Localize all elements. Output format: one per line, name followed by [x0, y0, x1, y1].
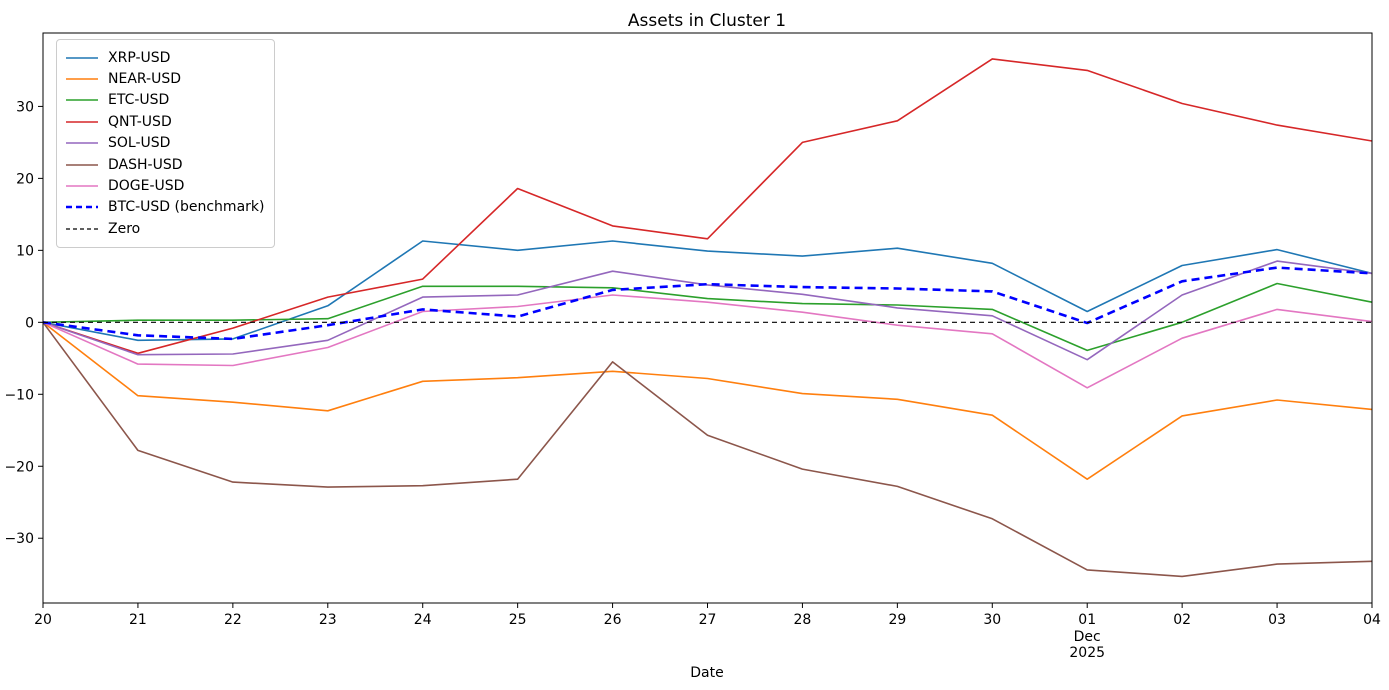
- legend-item: SOL-USD: [66, 133, 264, 154]
- x-sub-label-year: 2025: [1069, 645, 1105, 661]
- series-line-NEAR-USD: [42, 321, 1373, 481]
- legend-line-sample: [66, 56, 98, 59]
- legend-line-sample: [66, 228, 98, 230]
- x-axis-label: Date: [690, 665, 723, 681]
- y-tick-label: 10: [16, 243, 34, 259]
- series-line-ETC-USD: [42, 282, 1373, 352]
- y-tick-label: 30: [16, 99, 34, 115]
- x-tick-label: 26: [604, 612, 622, 628]
- x-tick-label: 25: [509, 612, 527, 628]
- legend: XRP-USD NEAR-USD ETC-USD QNT-USD SOL-USD DASH…: [56, 39, 276, 248]
- x-tick-label: 23: [319, 612, 337, 628]
- x-tick-label: 30: [983, 612, 1001, 628]
- legend-line-sample: [66, 78, 98, 80]
- x-tick-label: 28: [794, 612, 812, 628]
- legend-label: BTC-USD (benchmark): [108, 199, 265, 216]
- legend-label: DASH-USD: [108, 156, 183, 173]
- legend-line-sample: [66, 121, 98, 123]
- y-tick-label: 20: [16, 171, 34, 187]
- chart-title: Assets in Cluster 1: [628, 11, 786, 31]
- legend-item: DASH-USD: [66, 154, 264, 175]
- legend-item: NEAR-USD: [66, 68, 264, 89]
- legend-line-sample: [66, 163, 98, 166]
- legend-label: NEAR-USD: [108, 71, 182, 88]
- legend-label: XRP-USD: [108, 49, 171, 66]
- legend-item: Zero: [66, 218, 264, 239]
- series-line-DOGE-USD: [42, 294, 1373, 389]
- x-tick-label: 24: [414, 612, 432, 628]
- legend-line-sample: [66, 185, 98, 187]
- legend-line-sample: [66, 99, 98, 102]
- x-tick-label: 22: [224, 612, 242, 628]
- legend-label: ETC-USD: [108, 92, 170, 109]
- legend-label: Zero: [108, 220, 141, 237]
- legend-item: ETC-USD: [66, 90, 264, 111]
- legend-line-sample: [66, 206, 98, 209]
- series-line-DASH-USD: [42, 321, 1373, 578]
- x-tick-label: 04: [1363, 612, 1381, 628]
- x-tick-label: 20: [34, 612, 52, 628]
- x-tick-label: 03: [1268, 612, 1286, 628]
- x-sub-label-month: Dec: [1074, 629, 1101, 645]
- series-line-BTC-USD-benchmark-: [42, 266, 1373, 341]
- x-tick-label: 29: [888, 612, 906, 628]
- legend-line-sample: [66, 142, 98, 145]
- legend-label: DOGE-USD: [108, 178, 185, 195]
- y-tick-label: −20: [4, 459, 34, 475]
- x-tick-label: 02: [1173, 612, 1191, 628]
- series-line-QNT-USD: [42, 58, 1373, 355]
- plot-area: −30 −20 −10 0 10 20 30 20 21 22 23 24 25 26 27 28 29 30 01…: [4, 32, 1381, 661]
- legend-item: BTC-USD (benchmark): [66, 197, 264, 218]
- x-tick-label: 27: [699, 612, 717, 628]
- legend-label: SOL-USD: [108, 135, 171, 152]
- series-line-SOL-USD: [42, 260, 1373, 361]
- y-tick-label: 0: [25, 315, 34, 331]
- legend-item: QNT-USD: [66, 111, 264, 132]
- legend-item: DOGE-USD: [66, 175, 264, 196]
- legend-item: XRP-USD: [66, 47, 264, 68]
- x-tick-label: 21: [129, 612, 147, 628]
- legend-label: QNT-USD: [108, 113, 172, 130]
- y-tick-label: −10: [4, 387, 34, 403]
- y-tick-label: −30: [4, 531, 34, 547]
- series-line-XRP-USD: [42, 240, 1373, 342]
- x-tick-label: 01: [1078, 612, 1096, 628]
